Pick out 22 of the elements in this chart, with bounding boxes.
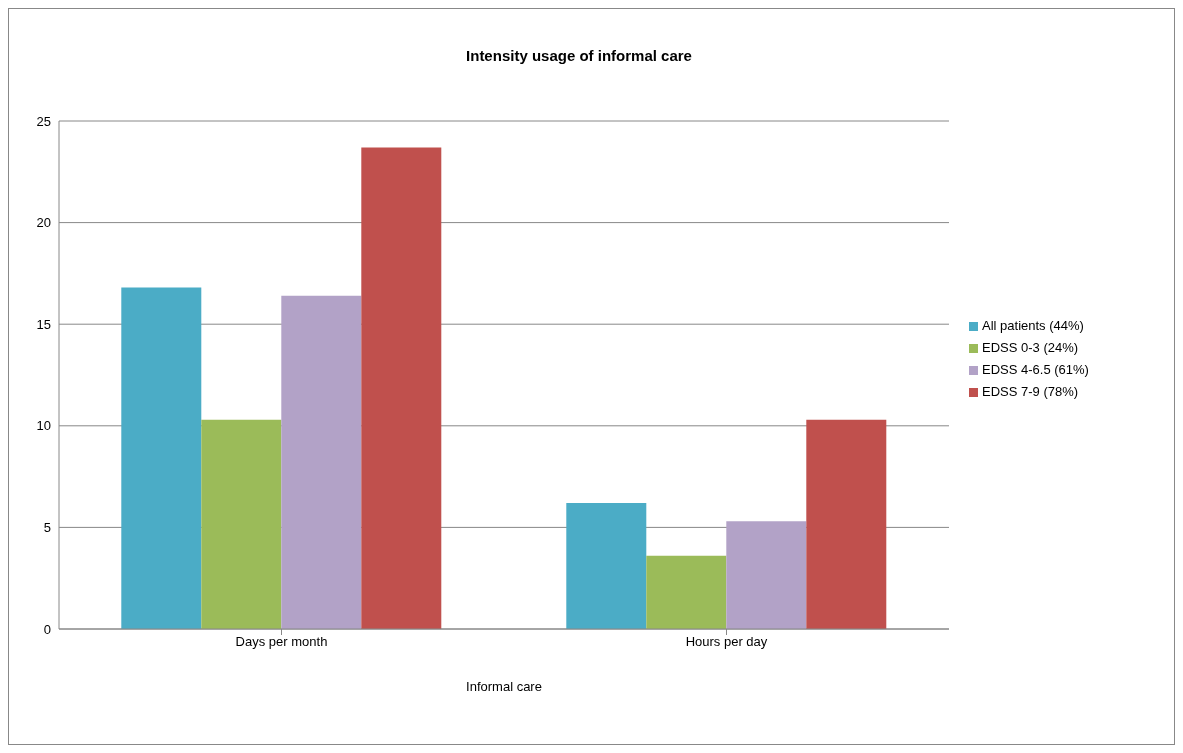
x-tick-label: Days per month (235, 634, 328, 650)
y-tick-label: 20 (36, 215, 51, 231)
bar (566, 503, 647, 629)
y-tick-label: 5 (43, 520, 51, 536)
bar (201, 419, 282, 629)
legend-label: EDSS 7-9 (78%) (982, 384, 1079, 399)
y-tick-label: 15 (36, 316, 51, 332)
x-tick-label: Hours per day (685, 634, 768, 650)
y-tick-label: 0 (43, 621, 51, 637)
bar (361, 147, 442, 629)
bar (726, 521, 807, 629)
legend-label: EDSS 0-3 (24%) (982, 340, 1079, 355)
bar (281, 295, 362, 629)
bar (646, 555, 727, 629)
x-axis-title: Informal care (466, 679, 542, 694)
legend-label: EDSS 4-6.5 (61%) (982, 362, 1089, 377)
chart-title: Intensity usage of informal care (465, 47, 693, 64)
y-tick-label: 25 (36, 113, 51, 129)
bar (806, 419, 887, 629)
legend-label: All patients (44%) (982, 318, 1084, 333)
bar (121, 287, 202, 629)
y-tick-label: 10 (36, 418, 51, 434)
